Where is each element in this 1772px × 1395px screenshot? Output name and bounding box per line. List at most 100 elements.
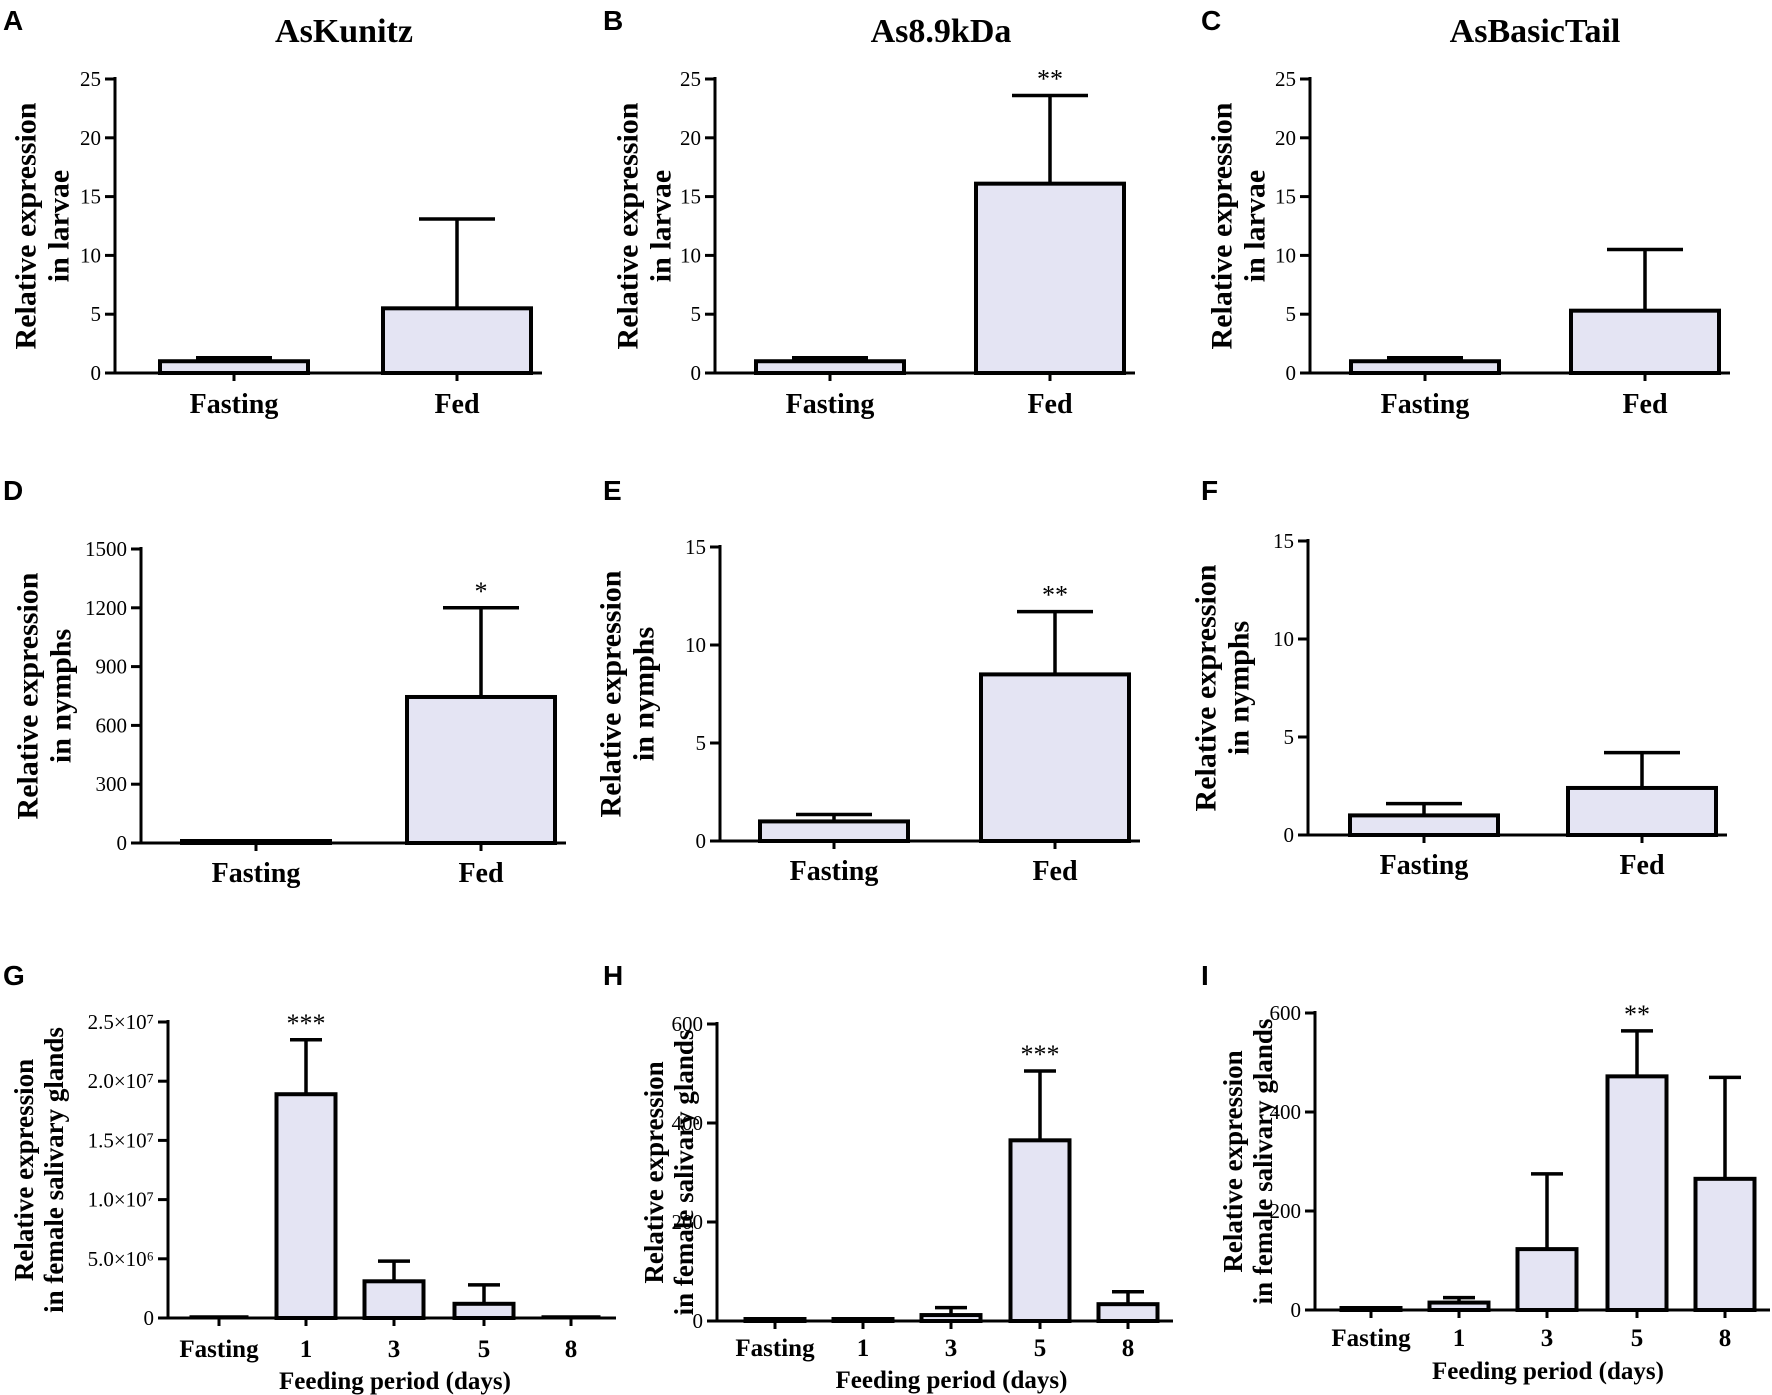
y-tick-label: 25 <box>80 67 101 91</box>
category-label: Fed <box>1619 850 1665 881</box>
y-tick-label: 25 <box>1275 67 1296 91</box>
category-label: Fed <box>1027 389 1073 420</box>
y-axis-label-line: Relative expression <box>12 572 45 819</box>
y-tick-label: 200 <box>1270 1199 1302 1223</box>
y-axis-label: Relative expressionin nymphs <box>1190 564 1256 811</box>
y-tick-label: 15 <box>1275 185 1296 209</box>
x-axis-label: Feeding period (days) <box>836 1367 1068 1394</box>
panel-letter: H <box>603 960 623 991</box>
y-axis-label-line: in larvae <box>43 170 76 283</box>
y-tick-label: 200 <box>672 1210 704 1234</box>
bar-5 <box>1008 1138 1072 1323</box>
y-axis-label: Relative expressionin female salivary gl… <box>1218 1019 1278 1305</box>
bar-5 <box>452 1301 516 1320</box>
category-label: Fed <box>458 858 504 889</box>
significance-marker: *** <box>287 1009 326 1038</box>
y-tick-label: 10 <box>1273 627 1294 651</box>
category-label: 8 <box>565 1336 578 1363</box>
y-axis-label-line: Relative expression <box>1218 1050 1248 1272</box>
category-label: Fasting <box>190 389 279 420</box>
category-label: 3 <box>1541 1325 1554 1352</box>
column-title-askunitz: AsKunitz <box>275 13 413 50</box>
panel-letter: B <box>603 5 623 36</box>
y-tick-label: 2.5×10⁷ <box>88 1010 154 1034</box>
panel-c: C 0 5 10 15 20 25 Fasting Fed Relative expression… <box>1201 5 1730 420</box>
y-tick-label: 900 <box>96 655 128 679</box>
category-label: Fasting <box>735 1335 815 1362</box>
y-tick-label: 15 <box>685 535 706 559</box>
y-tick-label: 5 <box>691 302 702 326</box>
y-tick-label: 0 <box>117 831 128 855</box>
y-tick-label: 25 <box>680 67 701 91</box>
panel-d: D 0 300 600 900 1200 1500 Fasting * Fed Relative e… <box>3 475 566 889</box>
y-axis-label: Relative expressionin nymphs <box>595 570 661 817</box>
y-tick-label: 400 <box>672 1111 704 1135</box>
y-tick-label: 10 <box>680 243 701 267</box>
y-axis-label: Relative expressionin larvae <box>1206 102 1272 349</box>
category-label: 3 <box>945 1335 958 1362</box>
bar-1 <box>1427 1300 1491 1312</box>
y-tick-label: 1200 <box>85 596 127 620</box>
y-axis-label: Relative expressionin nymphs <box>12 572 78 819</box>
bar-fasting <box>1348 813 1500 838</box>
bar-3 <box>1515 1247 1579 1312</box>
y-tick-label: 0 <box>1286 361 1297 385</box>
panel-h: H 0 200 400 600 Fasting 1 3 *** 5 8 Relative expres… <box>603 960 1173 1394</box>
bar-fasting <box>754 359 906 375</box>
y-tick-label: 5 <box>696 731 707 755</box>
bar-fed <box>1569 308 1721 375</box>
y-tick-label: 0 <box>693 1309 704 1333</box>
significance-marker: ** <box>1037 64 1063 93</box>
category-label: Fasting <box>790 856 879 887</box>
y-tick-label: 1500 <box>85 537 127 561</box>
y-axis-label-line: in female salivary glands <box>1248 1019 1278 1305</box>
y-tick-label: 5 <box>91 302 102 326</box>
y-axis-label-line: Relative expression <box>9 1059 39 1281</box>
panel-a: A 0 5 10 15 20 25 Fasting Fed Relative expression… <box>3 5 542 420</box>
category-label: Fasting <box>212 858 301 889</box>
bar-fed <box>1566 785 1718 838</box>
y-tick-label: 10 <box>1275 243 1296 267</box>
column-title-asbasictail: AsBasicTail <box>1450 13 1621 50</box>
significance-marker: ** <box>1624 1000 1650 1029</box>
y-tick-label: 0 <box>91 361 102 385</box>
y-tick-label: 1.5×10⁷ <box>88 1128 154 1152</box>
bar-fed <box>979 672 1131 844</box>
category-label: 8 <box>1122 1335 1135 1362</box>
bar-1 <box>274 1092 338 1320</box>
bar-5 <box>1605 1074 1669 1312</box>
y-tick-label: 1.0×10⁷ <box>88 1188 154 1212</box>
y-tick-label: 10 <box>685 633 706 657</box>
bar-fed <box>974 181 1126 375</box>
category-label: 3 <box>388 1336 401 1363</box>
category-label: Fasting <box>1381 389 1470 420</box>
y-tick-label: 15 <box>1273 529 1294 553</box>
panel-e: E 0 5 10 15 Fasting ** Fed Relative expressionin… <box>595 475 1140 887</box>
panel-letter: A <box>3 5 23 36</box>
y-tick-label: 600 <box>96 713 128 737</box>
y-axis-label-line: in nymphs <box>45 629 78 763</box>
y-tick-label: 400 <box>1270 1100 1302 1124</box>
panel-g: G 0 5.0×10⁶ 1.0×10⁷ 1.5×10⁷ 2.0×10⁷ 2.5×10⁷ Fas… <box>3 960 616 1395</box>
bar-3 <box>362 1279 426 1321</box>
y-axis-label-line: Relative expression <box>639 1061 669 1283</box>
panel-b: B 0 5 10 15 20 25 Fasting ** Fed Relative expressi… <box>603 5 1135 420</box>
category-label: Fasting <box>1380 850 1469 881</box>
y-axis-label-line: in nymphs <box>1223 621 1256 755</box>
bar-fed <box>381 306 533 376</box>
y-tick-label: 5.0×10⁶ <box>88 1247 154 1271</box>
category-label: 5 <box>478 1336 491 1363</box>
y-tick-label: 5 <box>1286 302 1297 326</box>
y-tick-label: 600 <box>672 1012 704 1036</box>
y-axis-label-line: Relative expression <box>1206 102 1239 349</box>
panel-letter: I <box>1201 960 1209 991</box>
y-axis-label: Relative expressionin larvae <box>612 102 678 349</box>
bar-fasting <box>158 359 310 375</box>
bar-fed <box>405 694 557 845</box>
y-tick-label: 0 <box>1284 823 1295 847</box>
y-axis-label: Relative expressionin larvae <box>10 102 76 349</box>
y-axis-label: Relative expressionin female salivary gl… <box>639 1030 699 1316</box>
y-axis-label: Relative expressionin female salivary gl… <box>9 1027 69 1313</box>
panel-letter: C <box>1201 5 1221 36</box>
